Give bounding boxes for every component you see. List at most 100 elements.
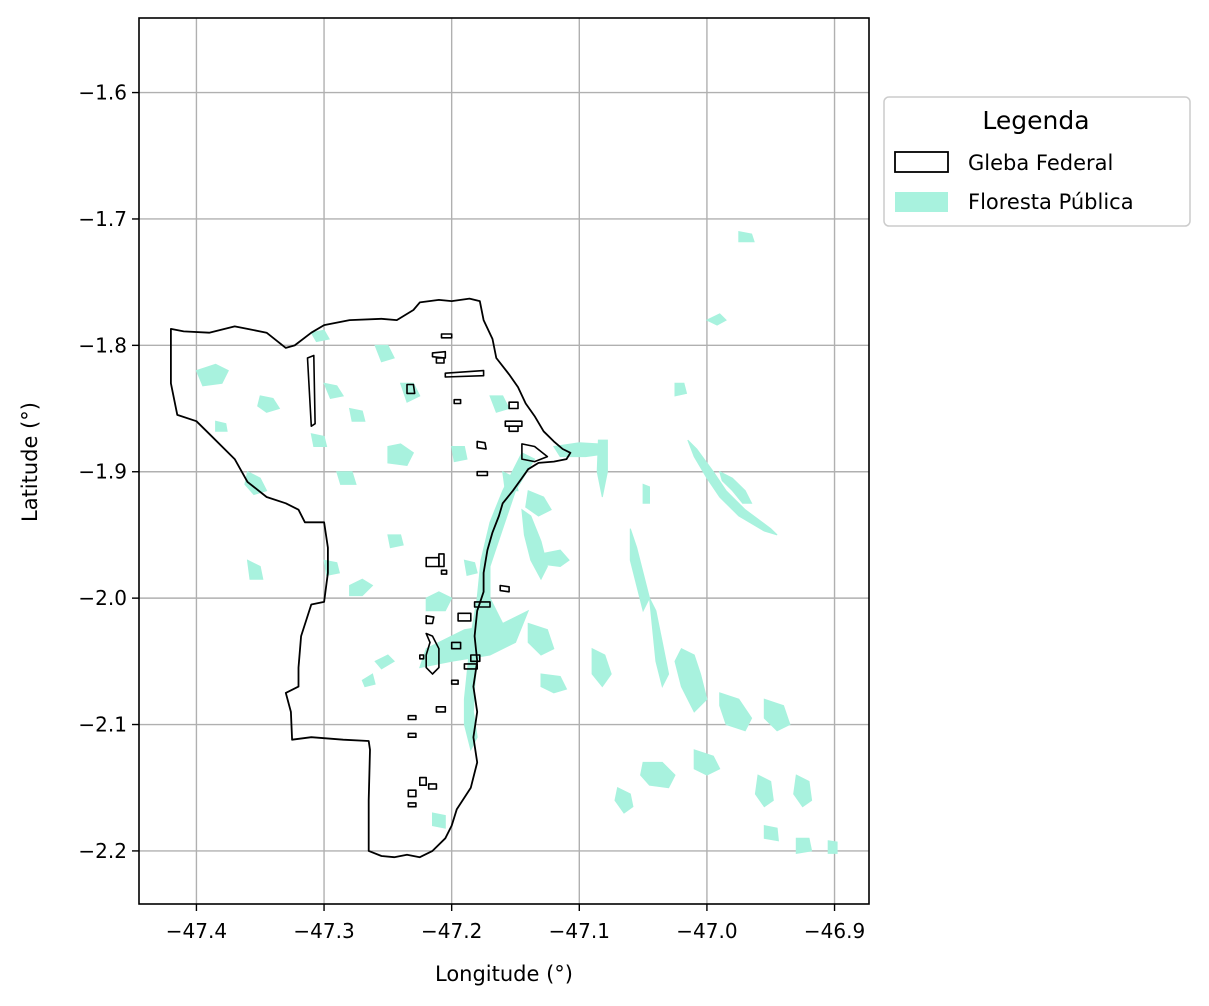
- gleba-federal-parcel: [457, 612, 472, 622]
- floresta-publica-area: [374, 654, 396, 670]
- gleba-federal-parcel: [476, 440, 487, 450]
- gleba-federal-layer: [169, 297, 572, 859]
- y-tick-label: −2.2: [78, 839, 127, 863]
- gleba-federal-parcel: [431, 350, 447, 359]
- y-tick-label: −1.7: [78, 207, 127, 231]
- floresta-publica-area: [674, 382, 688, 397]
- gleba-federal-parcel: [463, 663, 479, 670]
- floresta-publica-area: [674, 648, 708, 713]
- gleba-federal-parcel: [476, 470, 489, 477]
- gleba-federal-parcel: [504, 420, 523, 428]
- floresta-publica-area: [323, 559, 341, 576]
- gleba-federal-parcel: [473, 601, 491, 608]
- floresta-publica-area: [257, 395, 281, 413]
- floresta-publica-area: [591, 647, 612, 688]
- gleba-federal-parcel: [508, 425, 519, 433]
- floresta-publica-area: [374, 344, 395, 363]
- floresta-publica-area: [387, 443, 415, 466]
- x-tick-label: −47.2: [421, 919, 482, 943]
- y-tick-label: −1.6: [78, 81, 127, 105]
- legend: Legenda Gleba Federal Floresta Pública: [883, 96, 1191, 227]
- floresta-publica-area: [525, 489, 552, 517]
- floresta-publica-area: [629, 528, 651, 613]
- floresta-publica-area: [419, 609, 530, 669]
- gleba-federal-parcel: [440, 569, 448, 575]
- y-tick-label: −2.0: [78, 586, 127, 610]
- floresta-publica-area: [705, 313, 727, 326]
- legend-box: [883, 96, 1191, 227]
- legend-label-gleba-federal: Gleba Federal: [968, 151, 1113, 175]
- floresta-publica-area: [502, 470, 519, 492]
- gleba-federal-parcel: [406, 383, 416, 395]
- floresta-publica-area: [649, 597, 670, 689]
- x-tick-label: −46.9: [804, 919, 865, 943]
- gleba-federal-parcel: [427, 783, 438, 790]
- y-tick-label: −2.1: [78, 713, 127, 737]
- ticks-layer: −47.4 −47.3 −47.2 −47.1 −47.0 −46.9 −1.6 −1.7 −1…: [78, 81, 865, 943]
- y-axis-label: Latitude (°): [18, 402, 42, 522]
- legend-label-floresta-publica: Floresta Pública: [968, 190, 1134, 214]
- floresta-publica-area: [596, 439, 608, 498]
- gleba-federal-parcel: [435, 705, 447, 713]
- gleba-federal-outline: [169, 297, 572, 859]
- floresta-publica-area: [642, 483, 650, 504]
- legend-title: Legenda: [982, 106, 1089, 135]
- gleba-federal-parcel: [440, 333, 453, 339]
- plot-background: [139, 18, 869, 904]
- floresta-publica-area: [614, 786, 634, 814]
- floresta-publica-area: [540, 673, 568, 694]
- floresta-publica-area: [738, 230, 755, 243]
- floresta-publica-area: [640, 761, 676, 789]
- gleba-federal-parcel: [450, 641, 462, 650]
- gleba-federal-parcel: [425, 556, 440, 568]
- floresta-publica-area: [432, 812, 446, 829]
- floresta-publica-area: [719, 692, 753, 732]
- floresta-publica-area: [763, 824, 779, 842]
- floresta-publica-area: [463, 559, 478, 577]
- floresta-publica-area: [827, 840, 838, 854]
- y-tick-label: −1.9: [78, 460, 127, 484]
- floresta-publica-area: [527, 622, 555, 656]
- floresta-publica-area: [323, 382, 345, 399]
- floresta-publica-area: [310, 433, 328, 447]
- gleba-federal-parcel: [425, 632, 440, 675]
- legend-swatch-gleba-federal: [894, 151, 949, 173]
- floresta-publica-area: [195, 363, 229, 387]
- floresta-publica-area: [687, 439, 778, 536]
- gleba-federal-parcel: [407, 789, 417, 798]
- gleba-federal-parcel: [453, 398, 462, 405]
- gleba-federal-parcel: [444, 369, 485, 378]
- floresta-publica-area: [425, 591, 453, 612]
- x-tick-label: −47.3: [293, 919, 354, 943]
- gleba-federal-parcel: [418, 776, 428, 787]
- gleba-federal-parcel: [418, 654, 425, 660]
- floresta-publica-area: [763, 698, 791, 732]
- gleba-federal-parcel: [508, 401, 519, 410]
- x-tick-label: −47.1: [549, 919, 610, 943]
- gleba-federal-parcel: [521, 443, 549, 463]
- floresta-publica-area: [246, 559, 264, 580]
- x-tick-label: −47.0: [676, 919, 737, 943]
- gleba-federal-parcel: [407, 802, 417, 808]
- floresta-publica-area: [693, 749, 721, 776]
- floresta-publica-area: [754, 774, 774, 808]
- grid-layer: [139, 18, 869, 904]
- floresta-publica-area: [215, 420, 228, 432]
- gleba-federal-parcel: [435, 357, 445, 364]
- x-axis-label: Longitude (°): [435, 962, 573, 986]
- x-tick-label: −47.4: [166, 919, 227, 943]
- floresta-publica-area: [540, 549, 570, 568]
- gleba-federal-parcel: [450, 679, 459, 685]
- floresta-publica-area: [795, 837, 813, 854]
- gleba-federal-parcel: [407, 714, 417, 721]
- floresta-publica-area: [336, 471, 357, 485]
- gleba-federal-parcel: [407, 732, 417, 739]
- plot-frame: [138, 17, 870, 905]
- floresta-publica-area: [310, 329, 330, 343]
- floresta-publica-area: [348, 407, 366, 422]
- gleba-federal-parcel: [499, 584, 510, 593]
- gleba-federal-parcel: [306, 354, 316, 428]
- floresta-publica-area: [361, 673, 376, 688]
- floresta-publica-area: [718, 470, 753, 504]
